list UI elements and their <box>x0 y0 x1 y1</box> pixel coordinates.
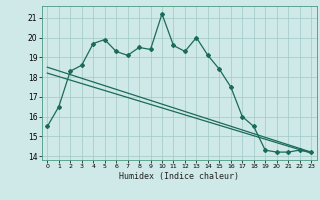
X-axis label: Humidex (Indice chaleur): Humidex (Indice chaleur) <box>119 172 239 181</box>
